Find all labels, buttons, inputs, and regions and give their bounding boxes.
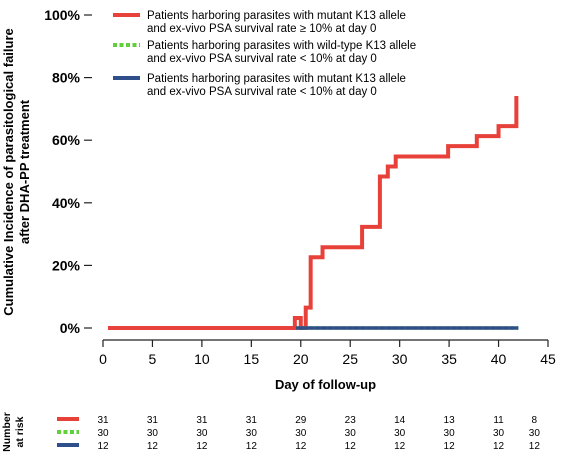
risk-count: 30 bbox=[97, 428, 109, 439]
legend-label: and ex-vivo PSA survival rate ≥ 10% at d… bbox=[147, 23, 376, 35]
x-tick-label: 10 bbox=[194, 351, 210, 367]
x-tick-label: 5 bbox=[149, 351, 157, 367]
y-axis-title: Cumulative Incidence of parasitological … bbox=[1, 28, 32, 316]
y-tick-label: 20% bbox=[52, 257, 81, 273]
legend-label: Patients harboring parasites with wild-t… bbox=[147, 40, 416, 52]
risk-count: 30 bbox=[196, 428, 208, 439]
number-at-risk-table: Number at risk 31 31 31 31 29 23 14 13 11 8 30 30 30 30… bbox=[1, 412, 540, 452]
risk-count: 11 bbox=[493, 415, 504, 426]
y-tick-label: 100% bbox=[44, 7, 80, 23]
risk-count: 12 bbox=[444, 441, 456, 452]
risk-count: 30 bbox=[345, 428, 357, 439]
risk-table-title: Number bbox=[1, 412, 13, 452]
risk-count: 30 bbox=[493, 428, 505, 439]
legend: Patients harboring parasites with mutant… bbox=[113, 10, 416, 98]
y-tick-label: 80% bbox=[52, 70, 81, 86]
risk-count: 29 bbox=[295, 415, 307, 426]
risk-count: 30 bbox=[394, 428, 406, 439]
risk-count: 12 bbox=[394, 441, 406, 452]
risk-table-title: at risk bbox=[14, 416, 26, 447]
legend-label: Patients harboring parasites with mutant… bbox=[147, 10, 406, 22]
risk-count: 12 bbox=[529, 441, 541, 452]
legend-label: and ex-vivo PSA survival rate < 10% at d… bbox=[147, 53, 377, 65]
risk-count: 30 bbox=[295, 428, 307, 439]
risk-count: 31 bbox=[147, 415, 159, 426]
x-tick-label: 25 bbox=[342, 351, 358, 367]
risk-count: 31 bbox=[246, 415, 258, 426]
y-tick-label: 0% bbox=[60, 320, 81, 336]
x-tick-label: 30 bbox=[392, 351, 408, 367]
risk-count: 30 bbox=[444, 428, 456, 439]
y-axis-title-line: Cumulative Incidence of parasitological … bbox=[1, 28, 16, 316]
plot-area bbox=[107, 95, 519, 330]
legend-label: Patients harboring parasites with mutant… bbox=[147, 73, 406, 85]
risk-count: 8 bbox=[532, 415, 538, 426]
risk-count: 13 bbox=[444, 415, 456, 426]
x-tick-label: 45 bbox=[540, 351, 556, 367]
x-tick-label: 15 bbox=[244, 351, 260, 367]
risk-count: 31 bbox=[196, 415, 208, 426]
y-axis-title-line: after DHA-PP treatment bbox=[17, 99, 32, 244]
x-tick-label: 0 bbox=[99, 351, 107, 367]
risk-count: 30 bbox=[246, 428, 258, 439]
series-mutant-high-psa-line bbox=[107, 95, 519, 330]
y-axis: 0% 20% 40% 60% 80% 100% bbox=[44, 7, 92, 336]
legend-label: and ex-vivo PSA survival rate < 10% at d… bbox=[147, 86, 377, 98]
x-axis: 0 5 10 15 20 25 30 35 40 45 Day of follow-up bbox=[99, 339, 556, 392]
risk-count: 12 bbox=[345, 441, 357, 452]
y-tick-label: 60% bbox=[52, 132, 81, 148]
x-tick-label: 35 bbox=[441, 351, 457, 367]
x-tick-label: 20 bbox=[293, 351, 309, 367]
risk-count: 12 bbox=[147, 441, 159, 452]
risk-count: 14 bbox=[394, 415, 406, 426]
risk-count: 12 bbox=[97, 441, 109, 452]
risk-count: 12 bbox=[493, 441, 505, 452]
risk-count: 12 bbox=[246, 441, 258, 452]
y-tick-label: 40% bbox=[52, 195, 81, 211]
risk-count: 12 bbox=[295, 441, 307, 452]
risk-count: 23 bbox=[345, 415, 357, 426]
x-tick-label: 40 bbox=[491, 351, 507, 367]
risk-count: 12 bbox=[196, 441, 208, 452]
risk-count: 30 bbox=[147, 428, 159, 439]
risk-count: 30 bbox=[529, 428, 541, 439]
risk-count: 31 bbox=[97, 415, 109, 426]
x-axis-title: Day of follow-up bbox=[275, 377, 376, 392]
